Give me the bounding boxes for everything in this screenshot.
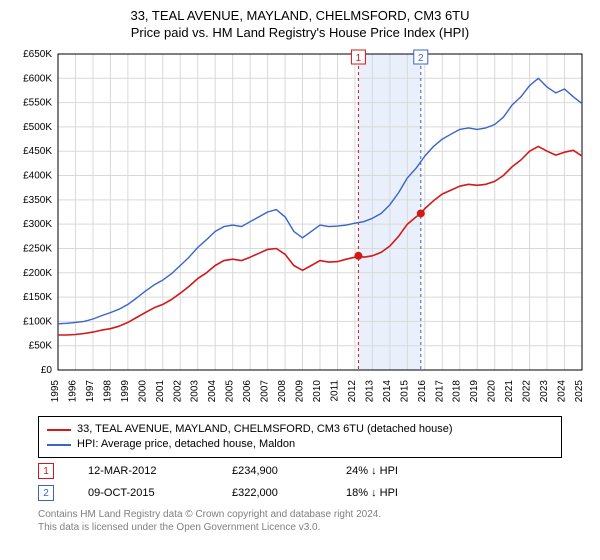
svg-text:2003: 2003 xyxy=(190,380,201,403)
marker-price: £322,000 xyxy=(232,487,312,499)
marker-badge: 1 xyxy=(38,463,54,479)
svg-text:1999: 1999 xyxy=(120,380,131,403)
marker-number: 2 xyxy=(43,488,49,499)
svg-text:£250K: £250K xyxy=(23,243,52,254)
marker-date: 09-OCT-2015 xyxy=(88,487,198,499)
svg-text:2011: 2011 xyxy=(329,380,340,402)
marker-hpi: 18% ↓ HPI xyxy=(346,487,446,499)
svg-text:1: 1 xyxy=(356,53,362,64)
svg-text:2005: 2005 xyxy=(225,380,236,403)
legend-swatch xyxy=(47,444,71,446)
legend-box: 33, TEAL AVENUE, MAYLAND, CHELMSFORD, CM… xyxy=(38,416,562,458)
svg-text:1998: 1998 xyxy=(102,380,113,403)
svg-text:2022: 2022 xyxy=(522,380,533,403)
svg-text:£500K: £500K xyxy=(23,122,52,133)
svg-text:2017: 2017 xyxy=(434,380,445,403)
svg-text:1997: 1997 xyxy=(85,380,96,403)
marker-badge: 2 xyxy=(38,485,54,501)
svg-text:£600K: £600K xyxy=(23,73,52,84)
svg-text:2009: 2009 xyxy=(295,380,306,403)
chart-title-block: 33, TEAL AVENUE, MAYLAND, CHELMSFORD, CM… xyxy=(0,0,600,40)
legend-swatch xyxy=(47,429,71,431)
svg-text:2010: 2010 xyxy=(312,380,323,403)
svg-text:2002: 2002 xyxy=(172,380,183,403)
svg-text:£0: £0 xyxy=(41,365,53,376)
svg-text:2008: 2008 xyxy=(277,380,288,403)
marker-price: £234,900 xyxy=(232,465,312,477)
svg-text:2012: 2012 xyxy=(347,380,358,403)
marker-number: 1 xyxy=(43,466,49,477)
svg-text:£550K: £550K xyxy=(23,98,52,109)
chart-title-line1: 33, TEAL AVENUE, MAYLAND, CHELMSFORD, CM… xyxy=(0,8,600,23)
svg-text:£50K: £50K xyxy=(29,341,53,352)
svg-text:2019: 2019 xyxy=(469,380,480,403)
svg-text:2016: 2016 xyxy=(417,380,428,403)
svg-text:2014: 2014 xyxy=(382,380,393,403)
svg-text:2025: 2025 xyxy=(574,380,585,403)
marker-row: 2 09-OCT-2015 £322,000 18% ↓ HPI xyxy=(38,482,562,504)
svg-text:2001: 2001 xyxy=(155,380,166,403)
svg-text:£150K: £150K xyxy=(23,292,52,303)
svg-text:2023: 2023 xyxy=(539,380,550,403)
footer-line1: Contains HM Land Registry data © Crown c… xyxy=(38,508,381,521)
svg-text:2007: 2007 xyxy=(260,380,271,403)
legend-label: HPI: Average price, detached house, Mald… xyxy=(77,437,295,452)
svg-text:2000: 2000 xyxy=(137,380,148,403)
markers-table: 1 12-MAR-2012 £234,900 24% ↓ HPI 2 09-OC… xyxy=(38,460,562,504)
svg-text:2021: 2021 xyxy=(504,380,515,403)
marker-hpi: 24% ↓ HPI xyxy=(346,465,446,477)
svg-text:2018: 2018 xyxy=(452,380,463,403)
svg-text:1996: 1996 xyxy=(67,380,78,403)
footer-attribution: Contains HM Land Registry data © Crown c… xyxy=(38,508,381,534)
legend-row: HPI: Average price, detached house, Mald… xyxy=(47,437,553,452)
svg-text:£300K: £300K xyxy=(23,219,52,230)
chart-svg: £0 £50K £100K £150K £200K £250K £300K £350K £400… xyxy=(10,48,590,408)
chart-title-line2: Price paid vs. HM Land Registry's House … xyxy=(0,25,600,40)
svg-text:2006: 2006 xyxy=(242,380,253,403)
svg-text:£650K: £650K xyxy=(23,49,52,60)
svg-text:1995: 1995 xyxy=(50,380,61,403)
marker-date: 12-MAR-2012 xyxy=(88,465,198,477)
svg-text:£450K: £450K xyxy=(23,146,52,157)
svg-text:£200K: £200K xyxy=(23,268,52,279)
page-container: 33, TEAL AVENUE, MAYLAND, CHELMSFORD, CM… xyxy=(0,0,600,560)
svg-text:£100K: £100K xyxy=(23,316,52,327)
marker-row: 1 12-MAR-2012 £234,900 24% ↓ HPI xyxy=(38,460,562,482)
svg-text:2024: 2024 xyxy=(557,380,568,403)
svg-text:2013: 2013 xyxy=(364,380,375,403)
chart-area: £0 £50K £100K £150K £200K £250K £300K £350K £400… xyxy=(10,48,590,408)
legend-label: 33, TEAL AVENUE, MAYLAND, CHELMSFORD, CM… xyxy=(77,422,453,437)
svg-text:2020: 2020 xyxy=(487,380,498,403)
svg-text:2: 2 xyxy=(418,53,424,64)
footer-line2: This data is licensed under the Open Gov… xyxy=(38,521,381,534)
svg-text:2015: 2015 xyxy=(399,380,410,403)
legend-row: 33, TEAL AVENUE, MAYLAND, CHELMSFORD, CM… xyxy=(47,422,553,437)
svg-text:£400K: £400K xyxy=(23,171,52,182)
svg-text:2004: 2004 xyxy=(207,380,218,403)
svg-text:£350K: £350K xyxy=(23,195,52,206)
